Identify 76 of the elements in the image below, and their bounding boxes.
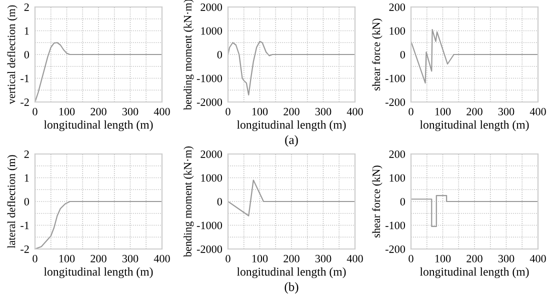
- x-tick-label: 0: [408, 108, 414, 116]
- y-tick-label: 1: [24, 27, 29, 35]
- text: (b): [284, 282, 298, 294]
- y-tick-label: 0: [24, 198, 30, 206]
- x-axis-title: longitudinal length (m): [236, 267, 346, 278]
- x-tick-label: 200: [284, 108, 300, 116]
- x-tick-label: 400: [154, 254, 170, 262]
- line-series: [228, 40, 355, 96]
- x-tick-label: 400: [346, 254, 363, 262]
- x-tick-label: 200: [90, 108, 106, 116]
- y-tick-label: -1000: [196, 74, 222, 82]
- x-tick-label: 200: [90, 254, 106, 262]
- x-tick-label: 300: [122, 254, 138, 262]
- text: (a): [285, 135, 298, 147]
- x-tick-label: 300: [498, 254, 514, 262]
- x-tick-label: 300: [315, 254, 332, 262]
- x-tick-label: 300: [315, 108, 332, 116]
- x-tick-label: 200: [466, 254, 482, 262]
- y-tick-label: 200: [389, 150, 406, 158]
- x-tick-label: 400: [530, 254, 546, 262]
- y-tick-label: 2: [24, 3, 29, 11]
- x-tick-label: 100: [59, 254, 75, 262]
- x-axis-title: longitudinal length (m): [44, 120, 153, 132]
- y-axis-title: lateral deflection (m): [7, 155, 18, 248]
- x-tick-label: 400: [346, 108, 363, 116]
- x-tick-label: 0: [32, 254, 38, 262]
- y-tick-label: 0: [400, 198, 406, 206]
- x-tick-label: 0: [226, 254, 230, 262]
- x-axis-title: longitudinal length (m): [420, 267, 529, 278]
- x-tick-label: 300: [498, 108, 514, 116]
- x-tick-label: 0: [226, 108, 230, 116]
- x-tick-label: 200: [466, 108, 482, 116]
- y-tick-label: 1000: [201, 27, 222, 35]
- y-tick-label: 2: [24, 150, 29, 158]
- line-series: [411, 29, 538, 84]
- y-tick-label: 100: [390, 174, 406, 182]
- y-tick-label: 0: [217, 50, 222, 58]
- y-tick-label: -2000: [196, 98, 222, 106]
- y-tick-label: -100: [385, 74, 406, 82]
- y-tick-label: 0: [217, 198, 222, 206]
- x-axis-title: longitudinal length (m): [420, 120, 529, 132]
- y-tick-label: 200: [389, 3, 406, 11]
- y-tick-label: 0: [24, 50, 30, 58]
- x-tick-label: 300: [122, 108, 138, 116]
- y-tick-label: 1000: [201, 174, 222, 182]
- y-axis-title: shear force (kN): [372, 18, 382, 90]
- y-tick-label: 2000: [200, 150, 222, 158]
- y-tick-label: -1: [20, 74, 29, 82]
- y-axis-title: vertical deflection (m): [7, 5, 18, 104]
- y-tick-label: 100: [390, 27, 406, 35]
- y-tick-label: -100: [385, 222, 406, 230]
- y-tick-label: 2000: [200, 3, 222, 11]
- x-tick-label: 400: [154, 108, 170, 116]
- y-axis-title: shear force (kN): [372, 166, 382, 238]
- y-tick-label: -200: [385, 245, 406, 253]
- x-tick-label: 0: [408, 254, 414, 262]
- y-tick-label: -200: [385, 98, 406, 106]
- x-axis-title: longitudinal length (m): [44, 267, 153, 278]
- y-tick-label: 1: [24, 174, 29, 182]
- y-axis-title: bending moment (kN·m): [184, 146, 194, 258]
- y-tick-label: 0: [400, 50, 406, 58]
- y-tick-label: -2000: [196, 245, 222, 253]
- x-axis-title: longitudinal length (m): [236, 120, 346, 132]
- y-tick-label: -2: [20, 245, 29, 253]
- y-tick-label: -2: [20, 98, 29, 106]
- line-series: [411, 195, 538, 227]
- x-tick-label: 400: [530, 108, 546, 116]
- x-tick-label: 200: [284, 254, 300, 262]
- x-tick-label: 100: [435, 108, 451, 116]
- y-tick-label: -1: [20, 222, 29, 230]
- y-tick-label: -1000: [196, 222, 222, 230]
- x-tick-label: 100: [59, 108, 75, 116]
- x-tick-label: 100: [435, 254, 451, 262]
- x-tick-label: 0: [32, 108, 38, 116]
- x-tick-label: 100: [252, 254, 268, 262]
- x-tick-label: 100: [252, 108, 268, 116]
